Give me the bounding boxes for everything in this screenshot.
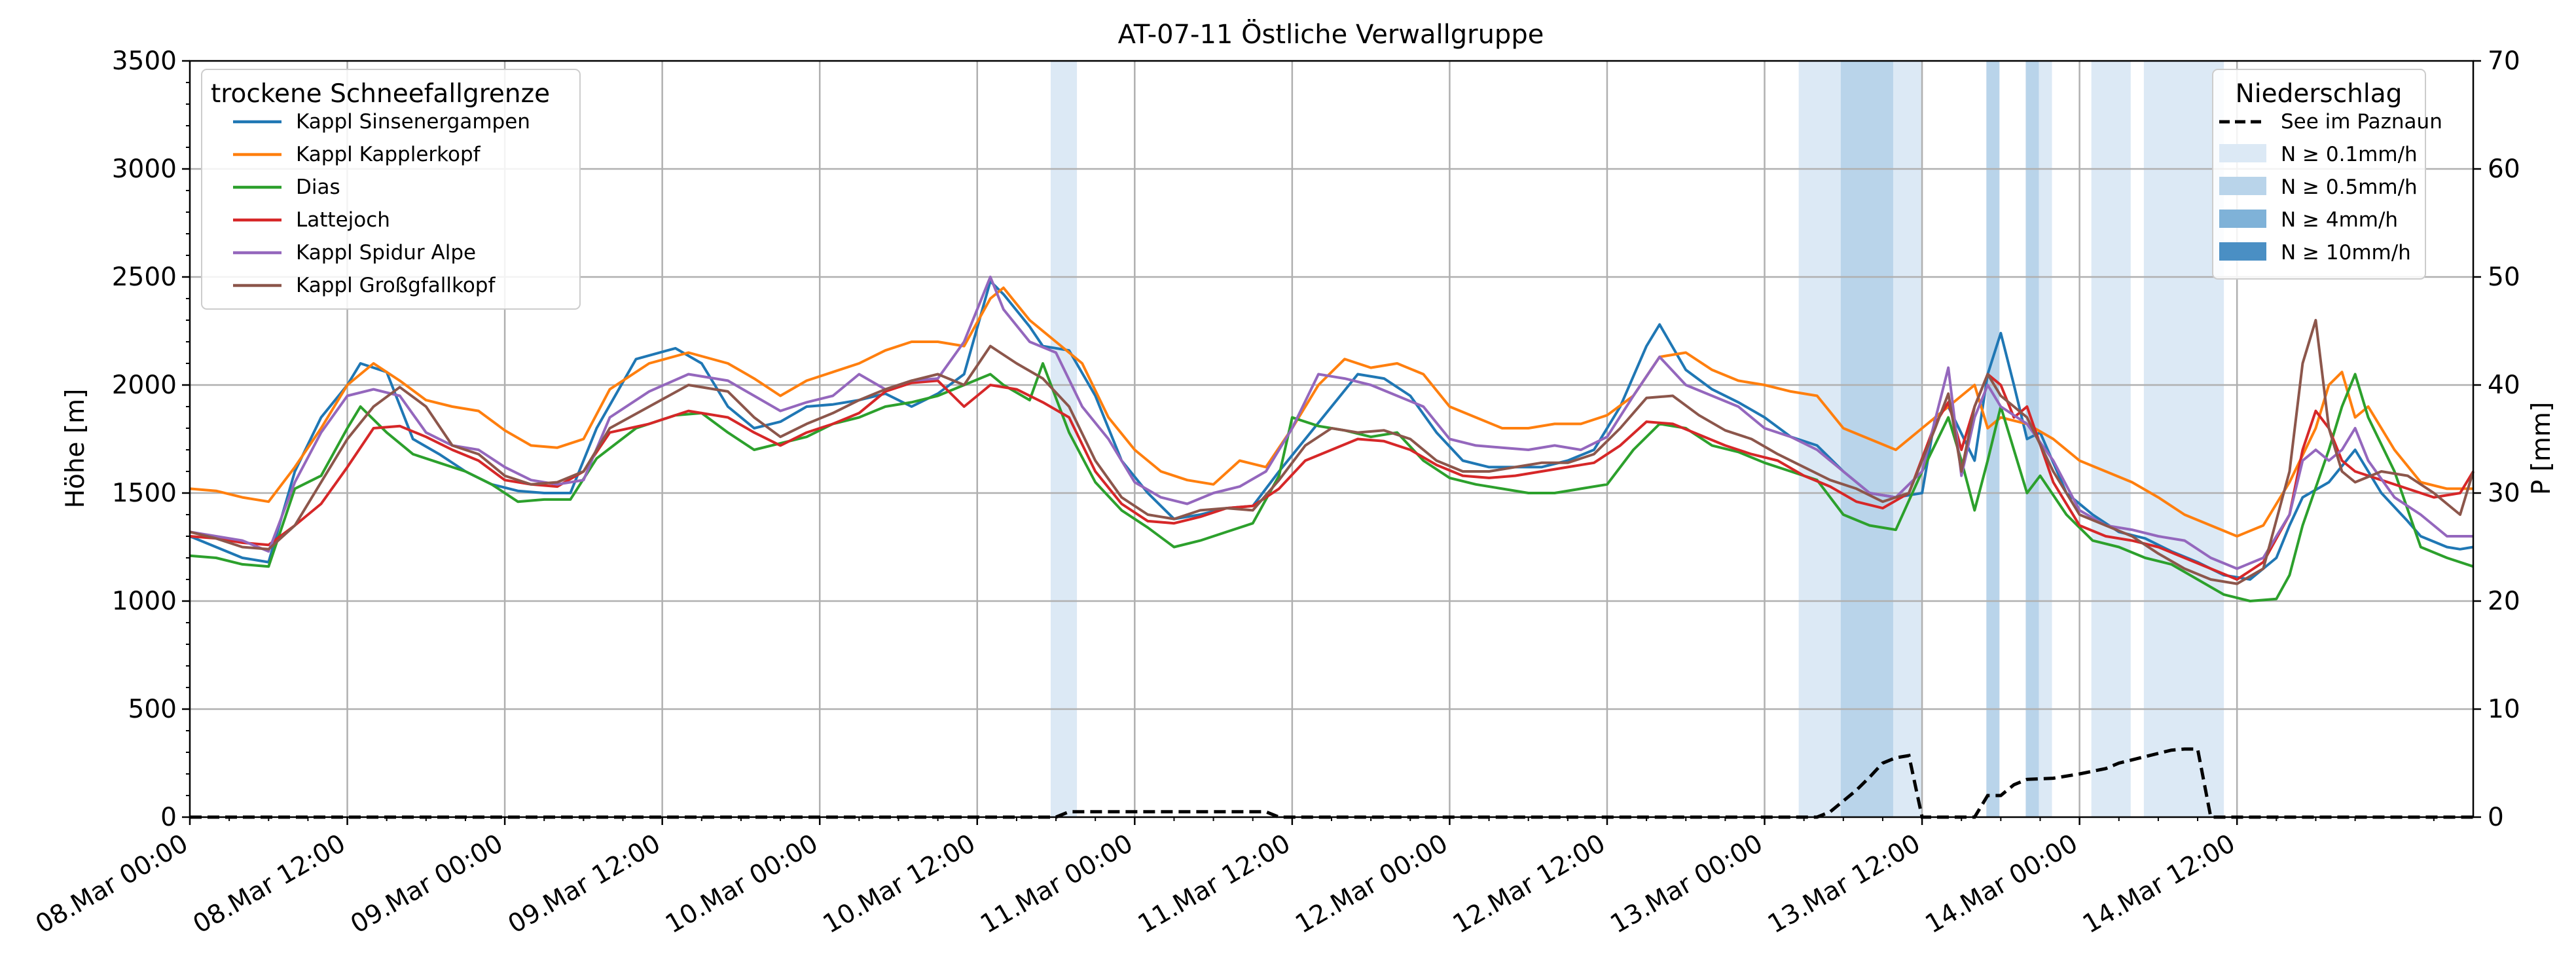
legend-swatch [2219,177,2266,195]
y-tick-label: 0 [160,803,177,832]
legend-entry: Lattejoch [296,208,390,232]
series-line [189,286,2473,538]
y-tick-label: 3500 [112,46,177,76]
y2-axis-label: P [mm] [2527,402,2556,495]
precip-band [2143,61,2224,817]
x-tick-label: 14.Mar 12:00 [2078,829,2240,940]
precip-band [2025,61,2039,817]
legend-precipitation-title: Niederschlag [2236,79,2403,109]
legend-swatch [2219,210,2266,228]
precip-band [2091,61,2131,817]
x-tick-label: 08.Mar 12:00 [189,829,351,940]
x-tick-label: 13.Mar 12:00 [1763,829,1925,940]
y2-tick-label: 60 [2488,155,2520,184]
precip-band [2039,61,2052,817]
legend-swatch [2219,144,2266,162]
y2-tick-label: 30 [2488,479,2520,508]
series-lines [189,276,2475,602]
x-tick-label: 11.Mar 12:00 [1133,829,1296,940]
series-line [189,276,2473,570]
legend-precipitation: Niederschlag See im Paznaun N ≥ 0.1mm/h N … [2212,69,2442,280]
x-tick-label: 12.Mar 00:00 [1290,829,1453,940]
legend-entry: See im Paznaun [2281,110,2442,134]
legend-entry: N ≥ 10mm/h [2281,241,2411,265]
legend-swatch [2219,242,2266,261]
series-line [189,319,2475,585]
legend-snowfall-title: trockene Schneefallgrenze [211,79,550,109]
x-tick-label: 11.Mar 00:00 [975,829,1138,940]
x-tick-label: 12.Mar 12:00 [1448,829,1610,940]
y-tick-label: 3000 [112,155,177,184]
legend-entry: Kappl Kapplerkopf [296,143,481,166]
y2-tick-label: 20 [2488,587,2520,616]
legend-snowfall-items: Kappl Sinsenergampen Kappl Kapplerkopf Dia… [233,110,530,297]
legend-entry: Dias [296,175,340,199]
y-tick-label: 500 [128,695,177,724]
y2-tick-label: 40 [2488,371,2520,400]
precipitation-bands [1051,61,2224,817]
x-tick-label: 10.Mar 00:00 [661,829,823,940]
legend-entry: Kappl Spidur Alpe [296,241,476,265]
y2-tick-label: 10 [2488,695,2520,724]
legend-snowfall-box [201,69,581,310]
precip-band [1798,61,1841,817]
y-tick-label: 2500 [112,263,177,292]
legend-entry: N ≥ 4mm/h [2281,208,2398,232]
axis-ticks [182,60,2481,825]
y2-tick-label: 70 [2488,46,2520,76]
legend-entry: N ≥ 0.1mm/h [2281,143,2418,166]
x-tick-label: 09.Mar 12:00 [503,829,666,940]
legend-entry: N ≥ 0.5mm/h [2281,175,2418,199]
y-tick-label: 2000 [112,371,177,400]
x-tick-label: 10.Mar 12:00 [818,829,981,940]
y-tick-label: 1500 [112,479,177,508]
y-axis-label: Höhe [m] [61,389,90,509]
y-tick-label: 1000 [112,587,177,616]
legend-snowfall: trockene Schneefallgrenze Kappl Sinsener… [201,69,581,310]
x-tick-label: 09.Mar 00:00 [346,829,508,940]
x-tick-label: 08.Mar 00:00 [31,829,193,940]
chart-title: AT-07-11 Östliche Verwallgruppe [1118,18,1544,50]
y2-tick-label: 0 [2488,803,2504,832]
legend-entry: Kappl Großgfallkopf [296,274,496,297]
legend-precipitation-items: See im Paznaun N ≥ 0.1mm/h N ≥ 0.5mm/h N ≥ … [2219,110,2442,265]
x-tick-label: 14.Mar 00:00 [1921,829,2083,940]
y2-tick-label: 50 [2488,263,2520,292]
x-tick-label: 13.Mar 00:00 [1605,829,1768,940]
legend-entry: Kappl Sinsenergampen [296,110,530,134]
